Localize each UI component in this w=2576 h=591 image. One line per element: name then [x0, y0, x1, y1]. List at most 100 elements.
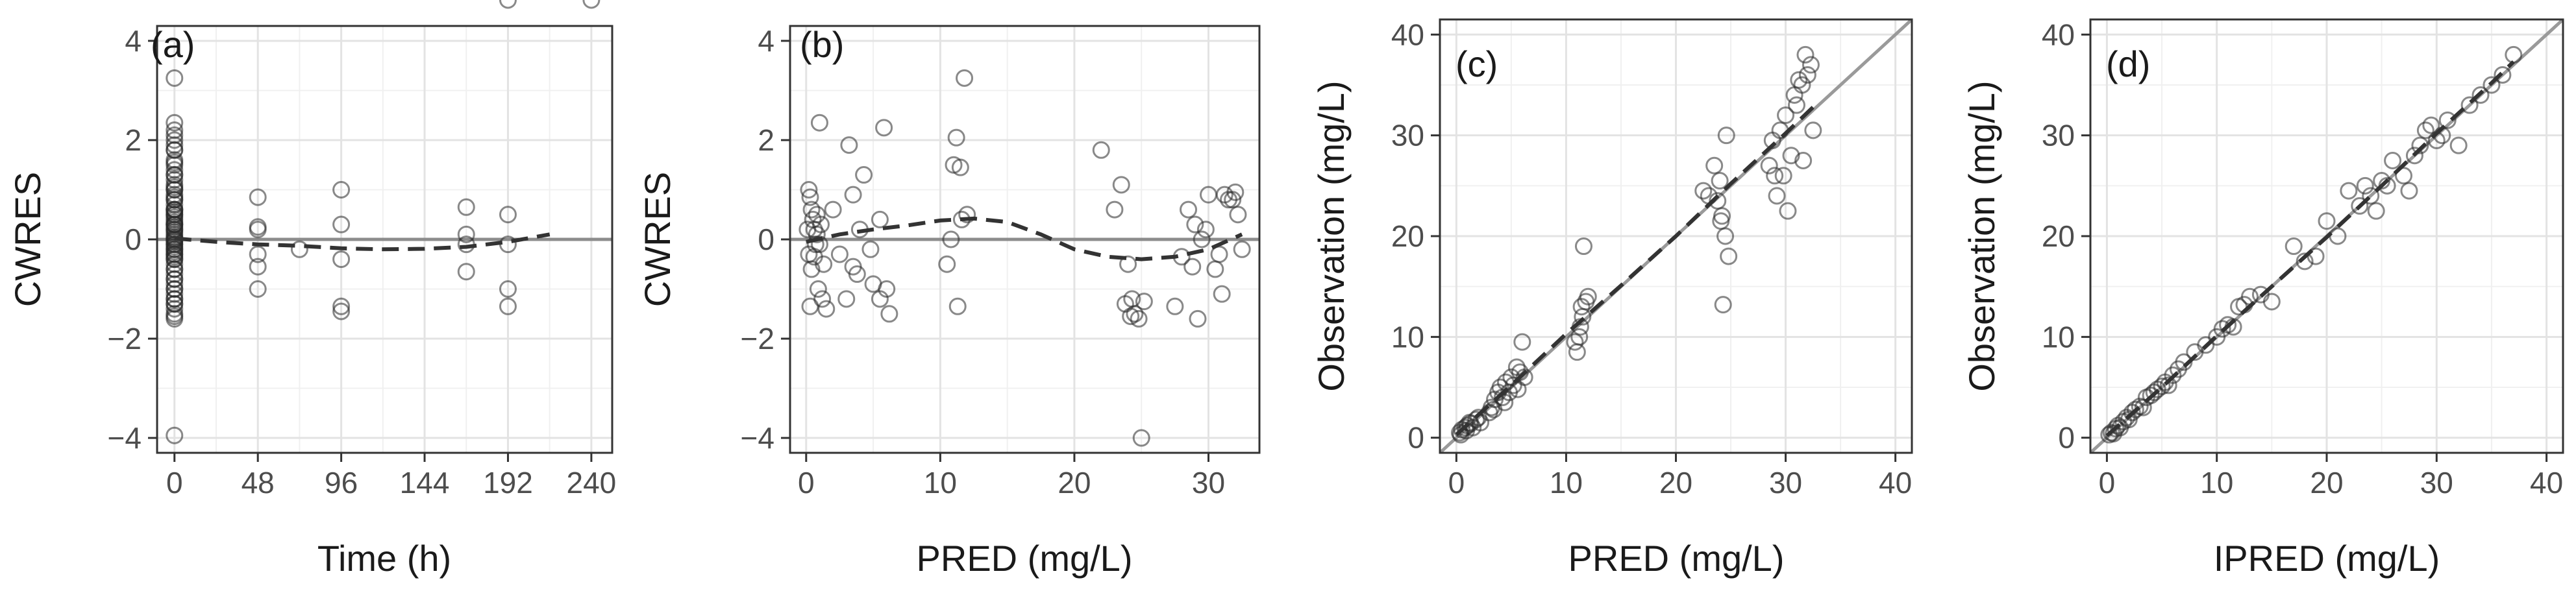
data-point: [2438, 111, 2457, 129]
data-point: [875, 119, 893, 137]
panel-a-y-tick-label: −4: [108, 421, 142, 455]
data-point: [1461, 415, 1480, 433]
data-point: [166, 114, 184, 132]
data-point: [956, 69, 974, 87]
panel-b: 0 10 20 30 −4 −2 0 2 4 PRED (mg/L) CWRES (b): [637, 24, 1261, 579]
data-point: [1186, 215, 1204, 234]
data-point: [332, 302, 351, 320]
data-point: [1774, 167, 1792, 185]
data-point: [1796, 45, 1814, 64]
data-point: [249, 280, 267, 298]
panel-b-x-tick-label: 10: [924, 466, 957, 500]
data-point: [1166, 297, 1184, 315]
data-point: [802, 200, 821, 219]
panel-c-x-axis-title: PRED (mg/L): [1568, 538, 1785, 579]
data-point: [1760, 156, 1778, 175]
data-point: [1768, 187, 1786, 205]
panel-b-trend-line: [806, 216, 1243, 261]
data-point: [1720, 247, 1738, 265]
data-point: [1766, 167, 1784, 185]
data-point: [2134, 398, 2152, 416]
data-point: [166, 69, 184, 87]
data-point: [951, 158, 969, 176]
data-point: [880, 305, 898, 323]
panel-d-x-axis-title: IPRED (mg/L): [2214, 538, 2440, 579]
panel-a-tag: (a): [151, 24, 195, 65]
panel-c-y-tick-label: 30: [1391, 119, 1424, 152]
data-point: [2285, 237, 2303, 256]
data-point: [1712, 212, 1730, 230]
data-point: [844, 258, 862, 276]
data-point: [249, 188, 267, 206]
data-point: [2340, 182, 2358, 200]
panel-a: 0 48 96 144 192 240 −4 −2 0 2 4 Time (h) CWRES (a): [7, 0, 616, 579]
panel-c-x-tick-label: 10: [1550, 466, 1583, 500]
data-point: [2483, 76, 2501, 94]
data-point: [1717, 127, 1735, 145]
data-point: [2449, 136, 2468, 154]
data-point: [166, 290, 184, 308]
panel-c-y-tick-label: 0: [1407, 421, 1424, 455]
panel-a-x-axis-title: Time (h): [317, 538, 451, 579]
data-point: [290, 240, 308, 258]
data-point: [2384, 151, 2402, 169]
panel-c-tag: (c): [1455, 43, 1498, 84]
panel-c-y-tick-label: 40: [1391, 18, 1424, 51]
data-point: [1092, 141, 1110, 159]
panel-c-x-tick-label: 0: [1448, 466, 1465, 500]
panel-d-trend-line: [2105, 60, 2515, 437]
data-point: [1496, 393, 1514, 411]
panel-c-x-tick-label: 30: [1769, 466, 1802, 500]
panel-c-x-tick-label: 20: [1659, 466, 1692, 500]
panel-a-x-tick-label: 192: [483, 466, 533, 500]
panel-a-points: [166, 0, 601, 444]
data-point: [166, 240, 184, 258]
panel-b-tag: (b): [800, 24, 844, 65]
data-point: [1106, 200, 1124, 219]
data-point: [166, 295, 184, 313]
panel-c-y-axis-title: Observation (mg/L): [1311, 80, 1352, 391]
data-point: [1566, 333, 1584, 351]
data-point: [1511, 363, 1529, 381]
data-point: [166, 426, 184, 444]
panel-a-y-axis-title: CWRES: [7, 172, 48, 307]
panel-b-plot-area: 0 10 20 30 −4 −2 0 2 4: [741, 24, 1261, 500]
data-point: [1787, 96, 1805, 114]
data-point: [2296, 252, 2314, 271]
panel-c: 0 10 20 30 40 0 10 20 30 40 PRED (mg/L) Observati…: [1311, 18, 1913, 579]
data-point: [1777, 106, 1795, 125]
data-point: [2126, 400, 2144, 418]
panel-a-x-tick-label: 48: [242, 466, 275, 500]
panel-b-y-axis-title: CWRES: [637, 172, 678, 307]
data-point: [948, 297, 967, 315]
data-point: [457, 198, 475, 216]
data-point: [2351, 197, 2369, 215]
data-point: [2356, 176, 2374, 195]
panel-a-plot-area: 0 48 96 144 192 240 −4 −2 0 2 4: [108, 0, 616, 500]
data-point: [1126, 305, 1144, 323]
data-point: [1804, 121, 1822, 139]
panel-a-x-tick-label: 0: [166, 466, 183, 500]
data-point: [249, 221, 267, 239]
data-point: [1794, 151, 1813, 169]
data-point: [861, 240, 880, 258]
data-point: [855, 166, 873, 184]
data-point: [457, 263, 475, 281]
data-point: [1452, 426, 1470, 444]
data-point: [947, 128, 965, 147]
panel-c-y-tick-label: 20: [1391, 219, 1424, 253]
data-point: [166, 131, 184, 149]
data-point: [499, 297, 517, 315]
data-point: [166, 200, 184, 219]
panel-d-x-tick-label: 40: [2530, 466, 2563, 500]
data-point: [1180, 200, 1198, 219]
data-point: [837, 290, 856, 308]
data-point: [1224, 191, 1242, 209]
data-point: [1709, 192, 1727, 210]
data-point: [2142, 386, 2160, 404]
data-point: [249, 245, 267, 263]
data-point: [1714, 296, 1732, 314]
panel-d-x-tick-label: 10: [2200, 466, 2233, 500]
panel-b-x-tick-label: 0: [798, 466, 815, 500]
data-point: [1135, 293, 1153, 311]
